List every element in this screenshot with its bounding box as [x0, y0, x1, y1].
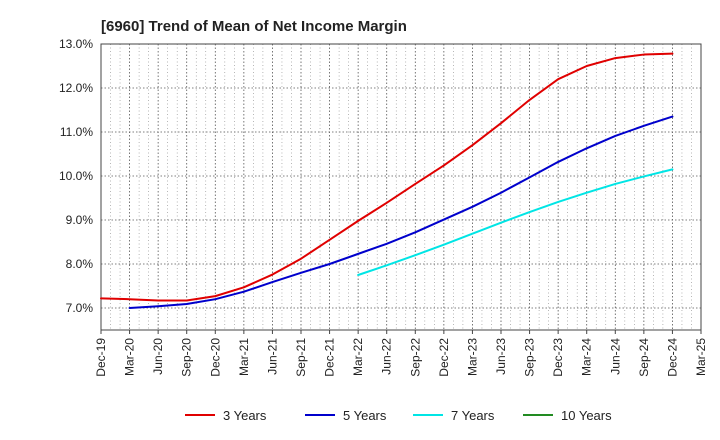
grid-layer	[101, 43, 701, 330]
y-tick-label: 11.0%	[60, 125, 93, 139]
legend-label-10-years: 10 Years	[561, 408, 612, 423]
chart-title: [6960] Trend of Mean of Net Income Margi…	[101, 18, 407, 35]
legend: 3 Years 5 Years 7 Years 10 Years	[185, 408, 612, 423]
y-tick-label: 8.0%	[66, 257, 94, 271]
x-tick-label: Mar-21	[237, 338, 251, 376]
x-tick-label: Sep-21	[294, 338, 308, 377]
y-tick-label: 12.0%	[59, 81, 93, 95]
plot-area	[101, 44, 701, 330]
x-tick-label: Sep-24	[637, 338, 651, 377]
x-tick-label: Jun-22	[380, 338, 394, 375]
series-line-5-years	[128, 115, 674, 309]
x-tick-label: Mar-24	[580, 338, 594, 376]
legend-label-7-years: 7 Years	[451, 408, 495, 423]
x-tick-label: Dec-19	[94, 338, 108, 377]
x-tick-label: Jun-23	[494, 338, 508, 375]
y-tick-label: 10.0%	[59, 169, 93, 183]
x-tick-label: Sep-22	[408, 338, 422, 377]
series-layer	[100, 52, 674, 309]
x-tick-label: Mar-20	[123, 338, 137, 376]
x-tick-label: Dec-23	[551, 338, 565, 377]
y-tick-label: 13.0%	[59, 37, 93, 51]
x-tick-label: Jun-21	[265, 338, 279, 375]
x-tick-label: Sep-20	[180, 338, 194, 377]
x-tick-label: Jun-24	[608, 338, 622, 375]
x-tick-label: Jun-20	[151, 338, 165, 375]
x-tick-label: Dec-20	[208, 338, 222, 377]
legend-label-5-years: 5 Years	[343, 408, 387, 423]
plot-border	[100, 43, 702, 331]
axis-layer: 7.0% 8.0% 9.0% 10.0% 11.0% 12.0% 13.0% Dec-19 Ma…	[59, 37, 708, 377]
x-tick-label: Mar-22	[351, 338, 365, 376]
series-line-7-years	[357, 168, 674, 276]
x-tick-label: Mar-25	[694, 338, 708, 376]
legend-label-3-years: 3 Years	[223, 408, 267, 423]
x-tick-label: Dec-21	[323, 338, 337, 377]
y-tick-label: 9.0%	[66, 213, 94, 227]
x-tick-label: Sep-23	[523, 338, 537, 377]
series-line-3-years	[100, 52, 674, 302]
x-tick-label: Mar-23	[465, 338, 479, 376]
x-tick-label: Dec-22	[437, 338, 451, 377]
y-tick-label: 7.0%	[66, 301, 94, 315]
x-tick-label: Dec-24	[665, 338, 679, 377]
